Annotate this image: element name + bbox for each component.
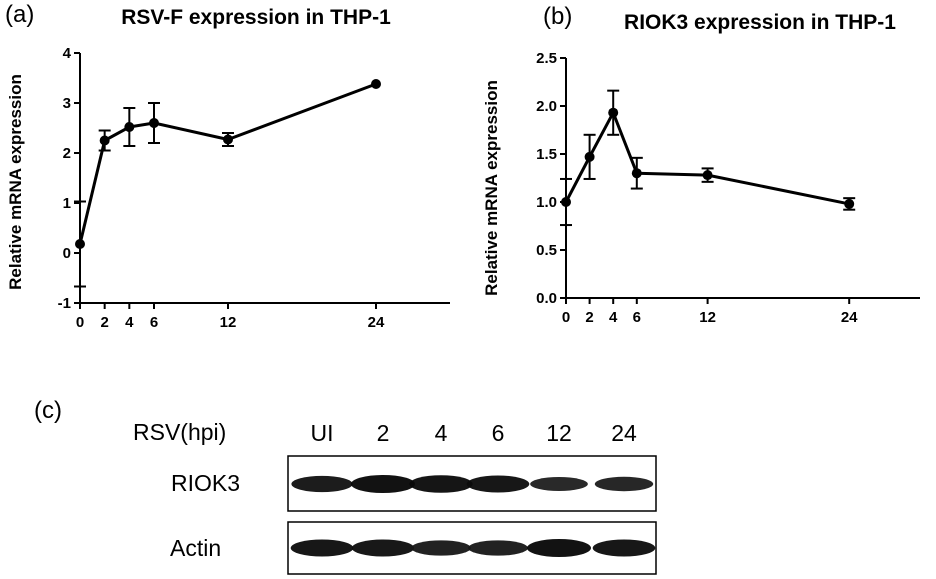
chart-a-x-tick-label: 6	[150, 314, 158, 331]
chart-b: RIOK3 expression in THP-1 Relative mRNA …	[482, 11, 920, 326]
blot-lane-label: 4	[435, 420, 448, 446]
chart-b-ylabel: Relative mRNA expression	[482, 80, 501, 296]
blot-band-actin	[468, 540, 528, 556]
blot-band-riok3	[351, 475, 415, 493]
chart-a-x-tick-label: 12	[220, 314, 237, 331]
chart-b-data-point	[608, 107, 619, 118]
chart-a-x-tick-label: 4	[125, 314, 134, 331]
blot-lane-label: UI	[311, 420, 334, 446]
chart-b-data-point	[844, 198, 855, 209]
chart-b-title: RIOK3 expression in THP-1	[624, 11, 896, 34]
chart-a-y-tick-label: 1	[63, 195, 71, 212]
chart-a-series-line	[78, 82, 377, 245]
blot-lane-label: 24	[611, 420, 637, 446]
blot-lane-label: 2	[377, 420, 390, 446]
chart-a-title: RSV-F expression in THP-1	[121, 6, 391, 29]
chart-b-x-tick-label: 24	[841, 309, 858, 326]
chart-b-data-point	[702, 170, 713, 181]
chart-b-data-point	[584, 151, 595, 162]
chart-b-y-tick-label: 1.5	[536, 146, 557, 163]
chart-a-y-tick-label: 2	[63, 145, 71, 162]
panel-label-a: (a)	[5, 1, 34, 28]
chart-a-ylabel: Relative mRNA expression	[6, 74, 25, 290]
blot-band-actin	[527, 539, 591, 557]
chart-a-data-point	[75, 239, 85, 249]
blot-band-riok3	[409, 475, 473, 493]
chart-b-series-line	[564, 111, 850, 206]
blot-band-riok3	[594, 476, 654, 492]
chart-a-data-point	[223, 134, 233, 145]
blot-row-label-riok3: RIOK3	[171, 470, 240, 496]
chart-a: RSV-F expression in THP-1 Relative mRNA …	[6, 6, 450, 331]
blot-lane-label: 12	[546, 420, 572, 446]
chart-a-y-tick-label: -1	[58, 295, 71, 312]
blot-band-riok3	[530, 477, 588, 491]
blot-band-riok3	[466, 475, 530, 493]
chart-a-data-point	[124, 122, 135, 132]
chart-b-y-tick-label: 0.5	[536, 242, 557, 259]
blot-band-actin	[351, 539, 415, 557]
blot-row-label-actin: Actin	[170, 535, 221, 561]
chart-a-y-tick-label: 3	[63, 95, 71, 112]
chart-b-data-point	[561, 197, 571, 207]
panel-label-b: (b)	[543, 3, 572, 30]
chart-b-y-tick-label: 2.5	[536, 50, 557, 67]
chart-a-x-tick-label: 0	[76, 314, 84, 331]
chart-b-y-tick-label: 1.0	[536, 194, 557, 211]
western-blot: RSV(hpi) RIOK3 Actin UI 2 4 6 12 24	[133, 419, 657, 575]
chart-b-data-point	[631, 168, 642, 179]
chart-a-data-point	[371, 79, 381, 89]
blot-band-actin	[411, 540, 471, 556]
chart-a-y-tick-label: 4	[63, 45, 72, 62]
chart-a-y-tick-label: 0	[63, 245, 71, 262]
chart-a-x-tick-label: 24	[368, 314, 385, 331]
blot-band-riok3	[291, 475, 353, 493]
chart-b-y-tick-label: 0.0	[536, 290, 557, 307]
chart-a-data-point	[99, 135, 110, 146]
chart-a-data-point	[149, 118, 159, 128]
blot-lane-label: 6	[492, 420, 505, 446]
chart-b-y-tick-label: 2.0	[536, 98, 557, 115]
chart-b-x-tick-label: 4	[609, 309, 618, 326]
panel-label-c: (c)	[34, 397, 62, 424]
blot-band-actin	[290, 539, 354, 557]
blot-band-actin	[592, 539, 656, 557]
blot-condition-label: RSV(hpi)	[133, 419, 226, 445]
chart-b-x-tick-label: 2	[585, 309, 593, 326]
chart-a-x-tick-label: 2	[100, 314, 108, 331]
chart-b-x-tick-label: 0	[562, 309, 570, 326]
chart-b-x-tick-label: 12	[699, 309, 716, 326]
chart-b-x-tick-label: 6	[633, 309, 641, 326]
